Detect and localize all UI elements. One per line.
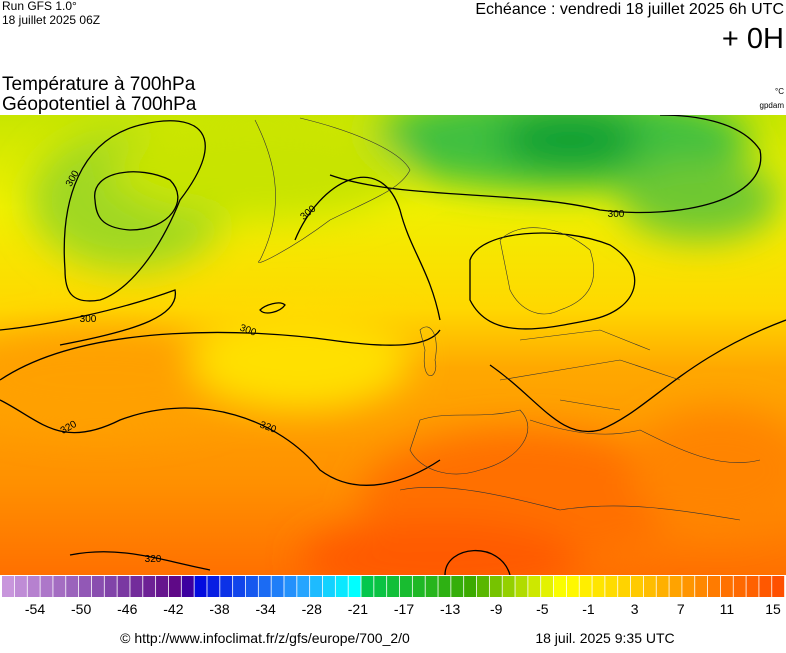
- colorbar-swatch: [207, 576, 220, 597]
- colorbar-swatch: [438, 576, 451, 597]
- colorbar-swatch: [271, 576, 284, 597]
- colorbar-swatch: [2, 576, 15, 597]
- colorbar-swatch: [104, 576, 117, 597]
- colorbar-swatch: [643, 576, 656, 597]
- colorbar-swatch: [656, 576, 669, 597]
- colorbar-label: -42: [163, 601, 183, 617]
- colorbar-swatch: [361, 576, 374, 597]
- colorbar-swatch: [14, 576, 27, 597]
- colorbar-swatch: [399, 576, 412, 597]
- colorbar-swatch: [40, 576, 53, 597]
- colorbar-label: 3: [631, 601, 639, 617]
- colorbar-swatch: [374, 576, 387, 597]
- colorbar-swatch: [592, 576, 605, 597]
- colorbar-swatch: [310, 576, 323, 597]
- colorbar-swatch: [707, 576, 721, 597]
- colorbar-swatch: [605, 576, 618, 597]
- coastlines: [254, 117, 761, 521]
- echeance: Echéance : vendredi 18 juillet 2025 6h U…: [475, 1, 784, 18]
- colorbar-swatch: [489, 576, 502, 597]
- colorbar-swatch: [772, 576, 785, 597]
- colorbar-swatch: [412, 576, 425, 597]
- run-date: 18 juillet 2025 06Z: [2, 13, 100, 27]
- colorbar-label: 11: [720, 601, 735, 617]
- colorbar-swatch: [168, 576, 181, 597]
- colorbar-swatch: [630, 576, 644, 597]
- colorbar: -54 -50 -46 -42 -38 -34 -28 -21 -17 -13 -9 -5 -1 3 7 11…: [2, 576, 785, 617]
- colorbar-swatch: [220, 576, 233, 597]
- contour-label: 300: [80, 314, 97, 325]
- colorbar-swatch: [759, 576, 772, 597]
- colorbar-swatch: [53, 576, 66, 597]
- colorbar-swatch: [66, 576, 79, 597]
- colorbar-swatch: [387, 576, 400, 597]
- colorbar-label: -1: [582, 601, 595, 617]
- colorbar-swatch: [27, 576, 40, 597]
- colorbar-swatch: [566, 576, 579, 597]
- unit-temp: °C: [775, 87, 784, 96]
- colorbar-label: -13: [440, 601, 460, 617]
- colorbar-swatch: [91, 576, 104, 597]
- footer-generated: 18 juil. 2025 9:35 UTC: [535, 630, 674, 646]
- colorbar-swatch: [451, 576, 464, 597]
- colorbar-label: -50: [71, 601, 91, 617]
- colorbar-swatch: [284, 576, 297, 597]
- colorbar-swatch: [117, 576, 130, 597]
- colorbar-label: -54: [25, 601, 45, 617]
- colorbar-label: -38: [209, 601, 229, 617]
- colorbar-swatch: [245, 576, 258, 597]
- colorbar-swatch: [682, 576, 695, 597]
- unit-geo: gpdam: [760, 101, 785, 110]
- colorbar-swatch: [181, 576, 194, 597]
- colorbar-swatch: [335, 576, 348, 597]
- colorbar-swatch: [695, 576, 708, 597]
- colorbar-swatch: [233, 576, 246, 597]
- colorbar-swatch: [258, 576, 271, 597]
- title-geo: Géopotentiel à 700hPa: [2, 94, 197, 115]
- colorbar-label: -9: [490, 601, 503, 617]
- colorbar-swatch: [156, 576, 169, 597]
- offset: + 0H: [722, 23, 784, 55]
- footer-url: © http://www.infoclimat.fr/z/gfs/europe/…: [120, 630, 410, 646]
- colorbar-swatch: [297, 576, 310, 597]
- colorbar-swatch: [464, 576, 477, 597]
- colorbar-label: -17: [394, 601, 414, 617]
- colorbar-swatch: [79, 576, 92, 597]
- colorbar-label: 7: [677, 601, 685, 617]
- colorbar-swatch: [515, 576, 528, 597]
- colorbar-swatch: [733, 576, 746, 597]
- colorbar-label: 15: [765, 601, 781, 617]
- colorbar-label: -5: [536, 601, 549, 617]
- run-label: Run GFS 1.0°: [2, 0, 77, 13]
- contour-label: 320: [145, 554, 162, 565]
- colorbar-swatch: [746, 576, 759, 597]
- colorbar-label: -46: [117, 601, 137, 617]
- colorbar-swatch: [476, 576, 489, 597]
- colorbar-swatch: [348, 576, 361, 597]
- title-temp: Température à 700hPa: [2, 74, 196, 95]
- colorbar-swatch: [425, 576, 438, 597]
- colorbar-swatch: [130, 576, 143, 597]
- colorbar-label: -21: [348, 601, 368, 617]
- colorbar-swatch: [618, 576, 631, 597]
- temperature-field: [0, 115, 786, 575]
- colorbar-swatch: [194, 576, 207, 597]
- colorbar-swatch: [579, 576, 592, 597]
- geopotential-contours: [0, 115, 786, 575]
- colorbar-swatch: [502, 576, 515, 597]
- colorbar-swatch: [541, 576, 554, 597]
- colorbar-swatch: [143, 576, 156, 597]
- colorbar-label: -34: [256, 601, 276, 617]
- colorbar-swatch: [528, 576, 541, 597]
- colorbar-swatch: [322, 576, 335, 597]
- colorbar-swatch: [669, 576, 682, 597]
- colorbar-label: -28: [302, 601, 322, 617]
- colorbar-swatch: [720, 576, 733, 597]
- contour-label: 300: [608, 209, 625, 220]
- colorbar-swatch: [553, 576, 566, 597]
